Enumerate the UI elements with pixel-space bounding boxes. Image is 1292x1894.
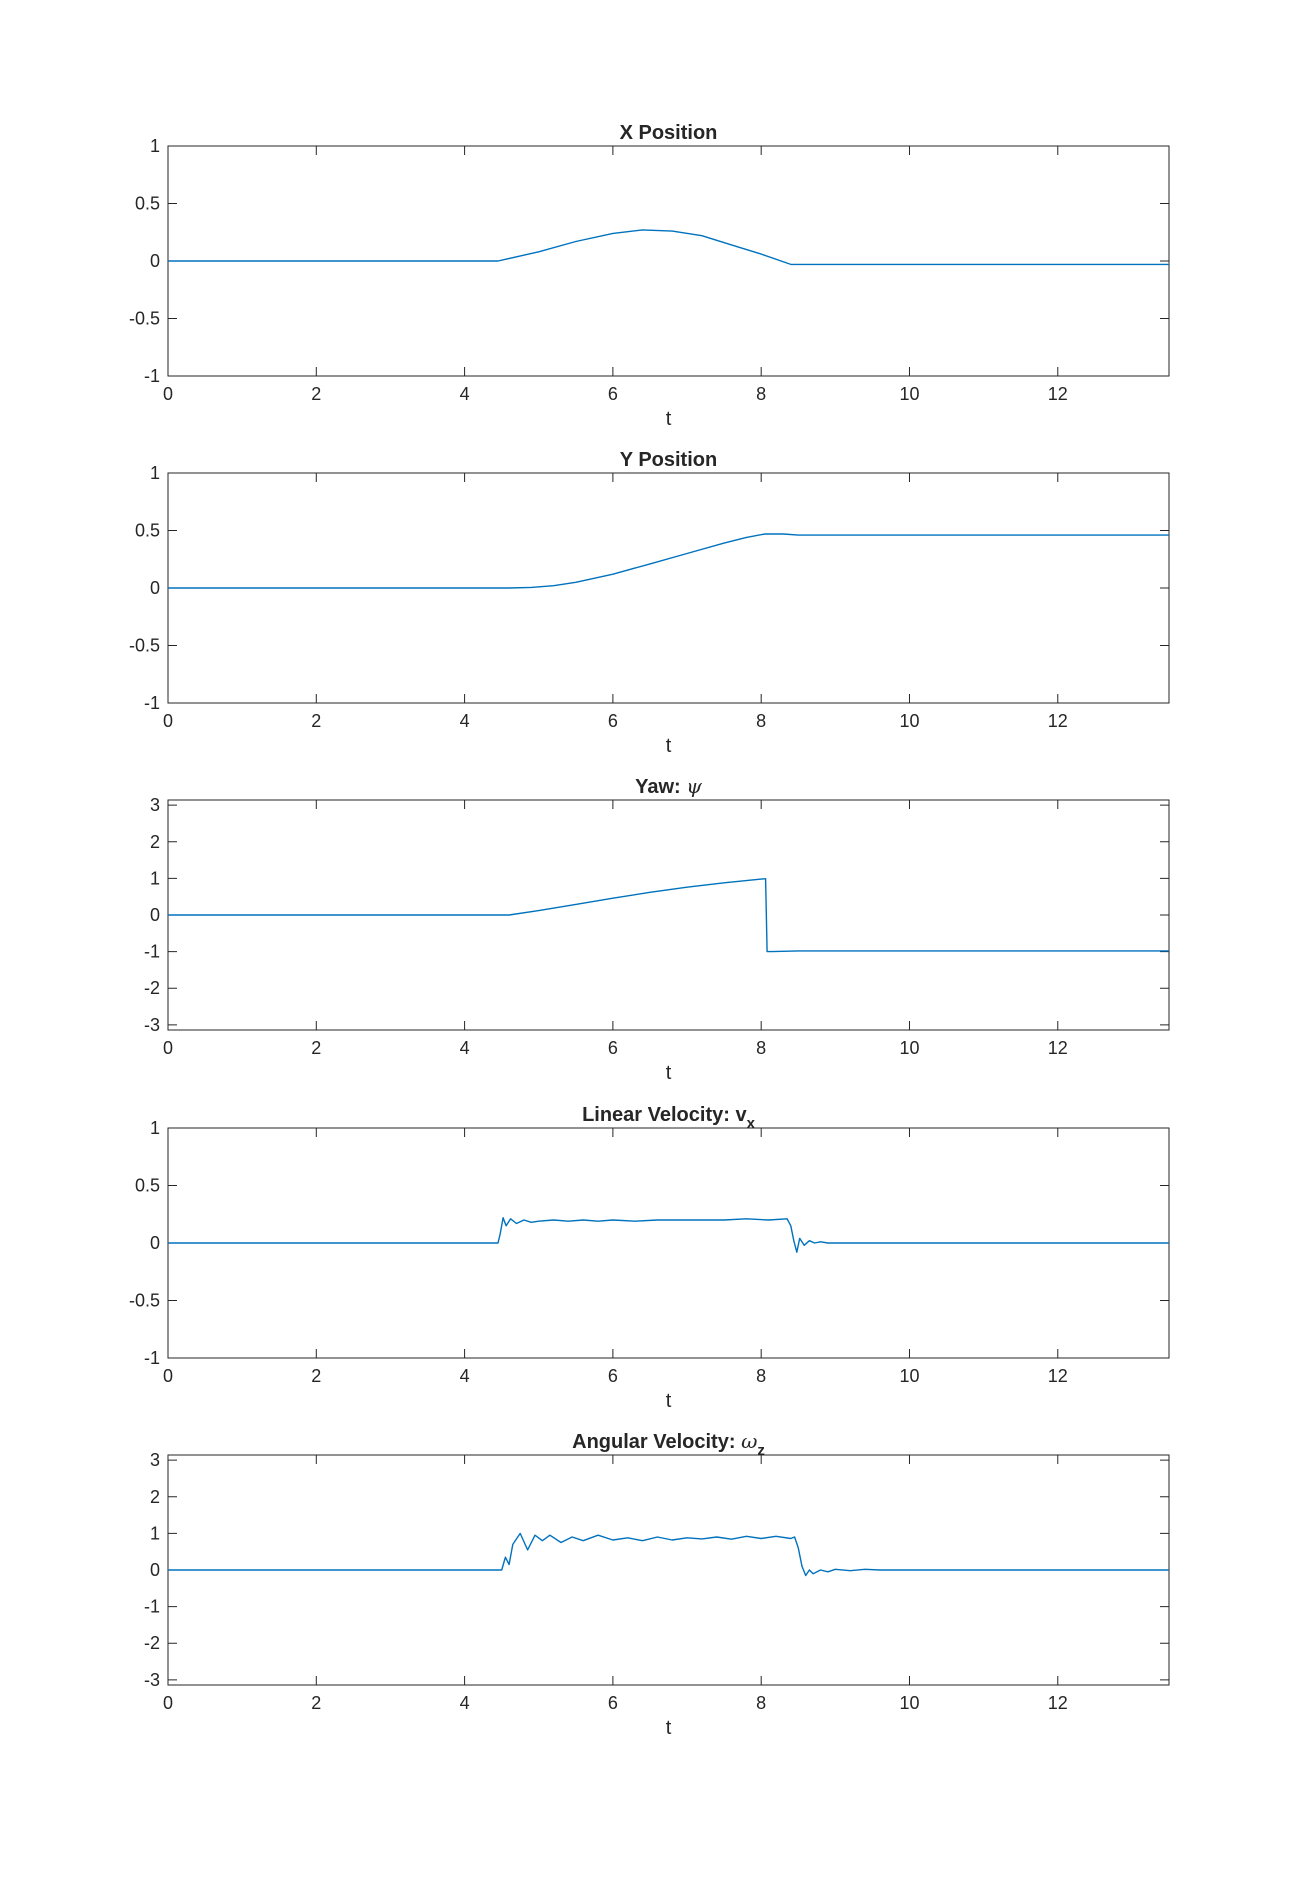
- series-line: [168, 533, 1169, 589]
- subplot-2: 0 2 4 6 8 10 12 -1 -0.5 0 0.5 1 t Y Position: [129, 449, 1170, 757]
- chart-title-text: Angular Velocity:: [572, 1431, 741, 1453]
- y-tick-label: -1: [144, 1348, 160, 1368]
- x-tick-label: 4: [460, 1038, 470, 1058]
- x-axis-label: t: [666, 1717, 672, 1739]
- x-axis-label: t: [666, 408, 672, 430]
- x-tick-label: 2: [311, 1693, 321, 1713]
- x-tick-label: 2: [311, 1038, 321, 1058]
- y-tick-label: -1: [144, 1597, 160, 1617]
- y-tick-label: -0.5: [129, 309, 160, 329]
- x-tick-label: 0: [163, 711, 173, 731]
- x-tick-label: 8: [756, 1038, 766, 1058]
- y-tick-label: 3: [150, 1450, 160, 1470]
- chart-title: Linear Velocity: vx: [582, 1104, 756, 1132]
- y-tick-label: 0.5: [135, 1176, 160, 1196]
- chart-title-symbol: ψ: [686, 774, 702, 798]
- x-tick-label: 4: [460, 1366, 470, 1386]
- chart-title-text: Linear Velocity: v: [582, 1104, 747, 1126]
- x-tick-label: 6: [608, 1038, 618, 1058]
- y-tick-label: -3: [144, 1670, 160, 1690]
- x-tick-label: 12: [1048, 711, 1068, 731]
- x-axis-label: t: [666, 1390, 672, 1412]
- x-tick-label: 4: [460, 384, 470, 404]
- chart-title: Angular Velocity: ωz: [572, 1429, 765, 1459]
- x-tick-label: 0: [163, 1038, 173, 1058]
- x-tick-label: 10: [899, 1038, 919, 1058]
- x-tick-label: 10: [899, 1693, 919, 1713]
- chart-title: Y Position: [620, 449, 717, 471]
- y-tick-label: -1: [144, 366, 160, 386]
- chart-title-text: Yaw:: [635, 776, 686, 798]
- x-tick-label: 2: [311, 384, 321, 404]
- y-tick-label: 1: [150, 136, 160, 156]
- subplot-1: 0 2 4 6 8 10 12 -1 -0.5 0 0.5 1 t X Position: [129, 122, 1170, 430]
- x-tick-label: 6: [608, 1693, 618, 1713]
- x-tick-label: 12: [1048, 1038, 1068, 1058]
- x-tick-label: 0: [163, 1693, 173, 1713]
- series-line: [168, 878, 1169, 953]
- y-tick-label: 0: [150, 251, 160, 271]
- y-tick-label: -1: [144, 693, 160, 713]
- x-tick-label: 0: [163, 384, 173, 404]
- x-tick-label: 8: [756, 1366, 766, 1386]
- x-axis-label: t: [666, 1062, 672, 1084]
- y-tick-label: 1: [150, 868, 160, 888]
- x-tick-label: 6: [608, 1366, 618, 1386]
- y-tick-label: 0.5: [135, 194, 160, 214]
- x-tick-label: 10: [899, 711, 919, 731]
- x-tick-label: 10: [899, 1366, 919, 1386]
- chart-title-text: Y Position: [620, 449, 717, 471]
- y-tick-label: 0: [150, 578, 160, 598]
- subplot-4: 0 2 4 6 8 10 12 -1 -0.5 0 0.5 1 t Linear Velocity: vx: [129, 1104, 1170, 1412]
- x-tick-label: 10: [899, 384, 919, 404]
- y-tick-label: 1: [150, 1523, 160, 1543]
- series-line: [168, 1216, 1169, 1253]
- chart-title: X Position: [620, 122, 718, 144]
- y-tick-label: 3: [150, 795, 160, 815]
- x-tick-label: 12: [1048, 1366, 1068, 1386]
- x-tick-label: 6: [608, 711, 618, 731]
- y-tick-label: 0: [150, 1233, 160, 1253]
- x-tick-label: 12: [1048, 384, 1068, 404]
- chart-title-subscript: z: [757, 1442, 765, 1459]
- chart-title-subscript: x: [747, 1115, 756, 1132]
- y-tick-label: 1: [150, 1118, 160, 1138]
- x-tick-label: 2: [311, 711, 321, 731]
- chart-title: Yaw: ψ: [635, 774, 702, 798]
- x-tick-label: 0: [163, 1366, 173, 1386]
- y-tick-label: 0.5: [135, 521, 160, 541]
- x-tick-label: 4: [460, 1693, 470, 1713]
- chart-title-text: X Position: [620, 122, 718, 144]
- x-tick-label: 8: [756, 1693, 766, 1713]
- y-tick-label: 2: [150, 832, 160, 852]
- y-tick-label: 1: [150, 463, 160, 483]
- x-tick-label: 8: [756, 384, 766, 404]
- y-tick-label: 2: [150, 1487, 160, 1507]
- series-line: [168, 1532, 1169, 1577]
- series-line: [168, 229, 1169, 266]
- y-tick-label: -1: [144, 942, 160, 962]
- x-tick-label: 6: [608, 384, 618, 404]
- x-tick-label: 2: [311, 1366, 321, 1386]
- x-axis-label: t: [666, 735, 672, 757]
- y-tick-label: -0.5: [129, 1291, 160, 1311]
- y-tick-label: -3: [144, 1015, 160, 1035]
- x-tick-label: 8: [756, 711, 766, 731]
- y-tick-label: -2: [144, 1633, 160, 1653]
- y-tick-label: 0: [150, 905, 160, 925]
- y-tick-label: -0.5: [129, 636, 160, 656]
- y-tick-label: 0: [150, 1560, 160, 1580]
- y-tick-label: -2: [144, 978, 160, 998]
- x-tick-label: 12: [1048, 1693, 1068, 1713]
- chart-title-symbol: ω: [741, 1429, 757, 1453]
- x-tick-label: 4: [460, 711, 470, 731]
